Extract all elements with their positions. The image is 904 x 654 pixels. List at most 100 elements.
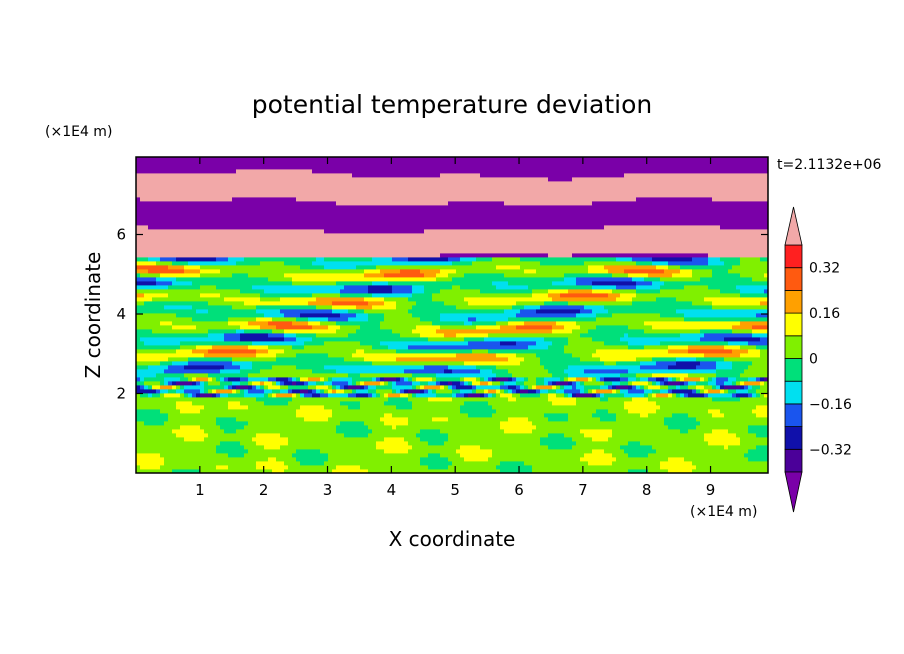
field-cell [456, 333, 489, 338]
field-cell [364, 381, 381, 386]
field-cell [392, 257, 409, 262]
field-cell [568, 373, 621, 378]
field-cell [640, 377, 649, 382]
field-cell [136, 229, 325, 234]
field-cell [200, 469, 273, 474]
field-cell [464, 393, 469, 398]
field-cell [412, 381, 421, 386]
field-cell [316, 257, 325, 262]
field-cell [660, 313, 685, 318]
field-cell [448, 437, 541, 442]
field-cell [280, 385, 289, 390]
field-cell [668, 393, 673, 398]
field-cell [720, 257, 741, 262]
field-cell [564, 377, 569, 382]
field-cell [552, 373, 569, 378]
field-cell [160, 393, 165, 398]
field-cell [612, 429, 681, 434]
field-cell [476, 317, 509, 322]
field-cell [296, 317, 309, 322]
field-cell [544, 365, 569, 370]
field-cell [672, 377, 677, 382]
field-cell [732, 393, 737, 398]
field-cell [676, 377, 681, 382]
contour-field [136, 157, 769, 474]
field-cell [240, 369, 261, 374]
field-cell [364, 273, 385, 278]
field-cell [500, 341, 517, 346]
field-cell [544, 381, 549, 386]
field-cell [528, 385, 533, 390]
field-cell [648, 397, 713, 402]
field-cell [264, 289, 341, 294]
field-cell [256, 385, 261, 390]
field-cell [756, 377, 761, 382]
field-cell [216, 285, 253, 290]
field-cell [268, 277, 293, 282]
field-cell [444, 385, 449, 390]
x-tick-label: 8 [642, 481, 652, 499]
field-cell [428, 453, 441, 458]
field-cell [516, 397, 549, 402]
field-cell [424, 385, 441, 390]
field-cell [308, 377, 321, 382]
field-cell [680, 393, 685, 398]
field-cell [572, 253, 709, 258]
field-cell [152, 385, 161, 390]
field-cell [540, 393, 549, 398]
field-cell [276, 457, 297, 462]
field-cell [716, 365, 733, 370]
field-cell [240, 381, 249, 386]
field-cell [436, 373, 497, 378]
field-cell [516, 313, 577, 318]
field-cell [532, 465, 661, 470]
field-cell [296, 413, 333, 418]
field-cell [684, 457, 749, 462]
field-cell [496, 353, 517, 358]
field-cell [408, 377, 413, 382]
field-cell [156, 389, 161, 394]
field-cell [236, 389, 241, 394]
field-cell [592, 377, 597, 382]
field-cell [524, 357, 541, 362]
field-cell [256, 317, 273, 322]
field-cell [412, 377, 417, 382]
field-cell [616, 385, 629, 390]
field-cell [304, 381, 309, 386]
field-cell [708, 285, 737, 290]
field-cell [596, 317, 685, 322]
field-cell [508, 417, 529, 422]
field-cell [496, 265, 521, 270]
field-cell [348, 309, 365, 314]
field-cell [456, 353, 497, 358]
field-cell [564, 345, 629, 350]
field-cell [652, 445, 725, 450]
field-cell [532, 385, 537, 390]
field-cell [752, 361, 769, 366]
field-cell [396, 405, 413, 410]
field-cell [756, 393, 761, 398]
field-cell [608, 309, 677, 314]
field-cell [700, 377, 705, 382]
field-cell [136, 357, 169, 362]
field-cell [180, 345, 197, 350]
field-cell [576, 401, 625, 406]
field-cell [152, 393, 161, 398]
field-cell [620, 445, 653, 450]
field-cell [520, 385, 525, 390]
field-cell [588, 329, 645, 334]
field-cell [668, 385, 677, 390]
field-cell [544, 337, 569, 342]
field-cell [136, 461, 165, 466]
field-cell [500, 389, 505, 394]
y-axis-label: Z coordinate [81, 252, 105, 379]
field-cell [440, 173, 481, 178]
field-cell [136, 453, 161, 458]
field-cell [460, 257, 477, 262]
field-cell [740, 397, 769, 402]
field-cell [696, 381, 709, 386]
field-cell [468, 301, 517, 306]
field-cell [196, 377, 209, 382]
field-cell [436, 273, 449, 278]
field-cell [268, 377, 277, 382]
